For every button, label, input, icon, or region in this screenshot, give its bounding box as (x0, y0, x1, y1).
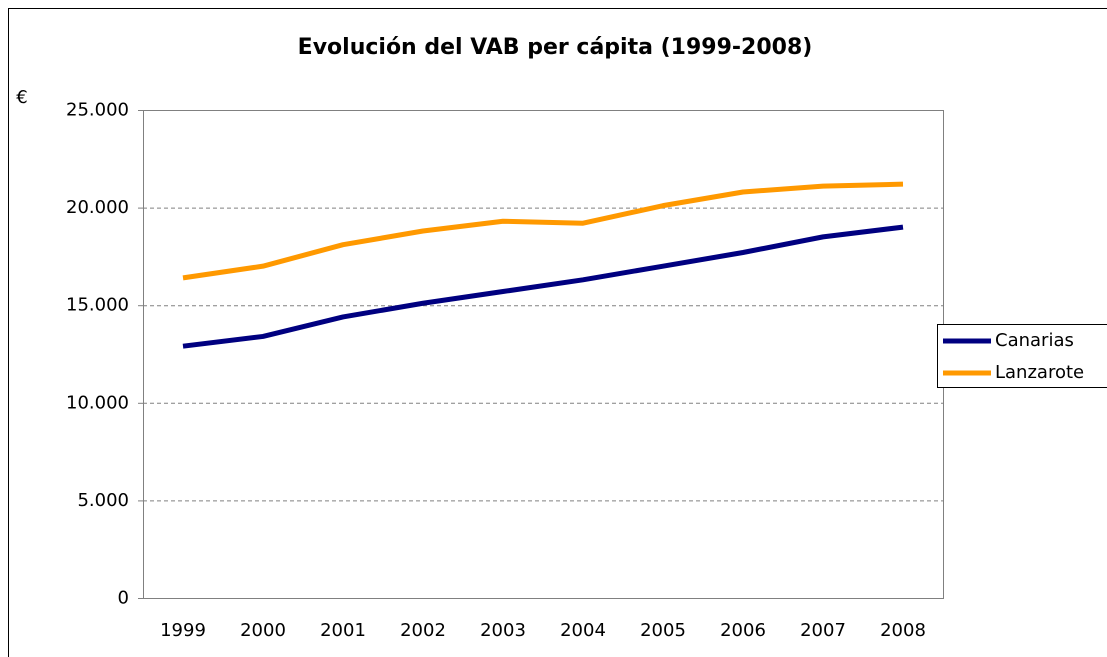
y-tick-label: 25.000 (66, 100, 129, 121)
y-tick-label: 5.000 (77, 490, 129, 511)
y-tick-label: 20.000 (66, 197, 129, 218)
legend-box (937, 324, 1107, 388)
x-tick-label: 2001 (320, 620, 366, 641)
y-tick-label: 15.000 (66, 295, 129, 316)
legend-label: Canarias (995, 330, 1074, 351)
x-tick-label: 2006 (720, 620, 766, 641)
x-tick-label: 2005 (640, 620, 686, 641)
line-series (182, 181, 904, 281)
plot-area (143, 110, 944, 599)
x-tick-label: 2000 (240, 620, 286, 641)
x-tick-label: 2008 (880, 620, 926, 641)
y-tick-label: 10.000 (66, 392, 129, 413)
y-tick-label: 0 (118, 588, 129, 609)
x-tick-label: 1999 (160, 620, 206, 641)
x-tick-label: 2002 (400, 620, 446, 641)
x-tick-label: 2004 (560, 620, 606, 641)
x-tick-label: 2007 (800, 620, 846, 641)
y-axis-label: € (16, 87, 27, 108)
chart-title: Evolución del VAB per cápita (1999-2008) (298, 35, 813, 60)
legend-label: Lanzarote (995, 362, 1084, 383)
x-tick-label: 2003 (480, 620, 526, 641)
line-series (182, 224, 904, 349)
